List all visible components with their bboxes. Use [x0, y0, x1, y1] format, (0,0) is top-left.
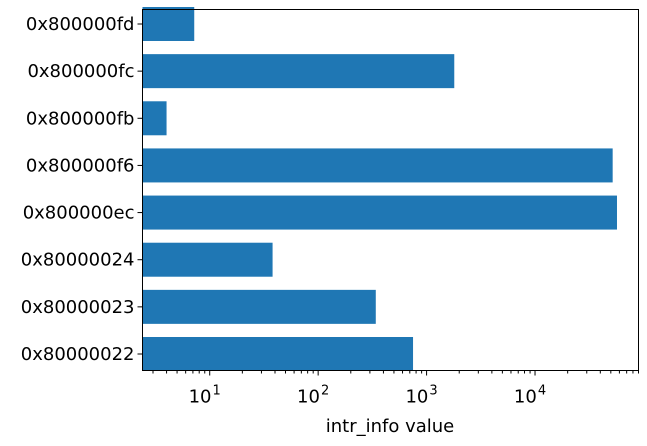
y-tick-label: 0x800000fd: [26, 14, 135, 35]
bar-0x800000fd: [142, 7, 195, 41]
bar-0x800000fc: [142, 54, 455, 89]
plot-frame: [142, 9, 639, 371]
y-tick-label: 0x800000f6: [26, 155, 135, 176]
bar-0x80000022: [142, 337, 414, 371]
y-axis: 0x80000022 0x80000023 0x80000024 0x800000ec…: [21, 14, 143, 365]
x-tick-label: 103: [405, 384, 437, 408]
x-tick-label: 101: [189, 384, 221, 408]
bar-0x800000ec: [142, 195, 617, 230]
y-tick-label: 0x800000fc: [27, 61, 134, 82]
x-tick-label: 102: [297, 384, 329, 408]
bar-0x80000023: [142, 289, 376, 324]
x-axis-label: intr_info value: [326, 416, 455, 437]
bar-0x80000024: [142, 242, 273, 277]
y-tick-label: 0x80000022: [21, 344, 135, 365]
y-tick-label: 0x80000023: [21, 297, 135, 318]
bars-group: [142, 7, 617, 371]
x-tick-label: 104: [514, 384, 546, 408]
bar-0x800000fb: [142, 101, 167, 136]
y-tick-label: 0x800000ec: [23, 203, 135, 224]
y-tick-label: 0x80000024: [21, 250, 135, 271]
y-tick-label: 0x800000fb: [26, 108, 135, 129]
x-axis: 101 102 103 104: [152, 370, 639, 408]
bar-0x800000f6: [142, 148, 613, 183]
